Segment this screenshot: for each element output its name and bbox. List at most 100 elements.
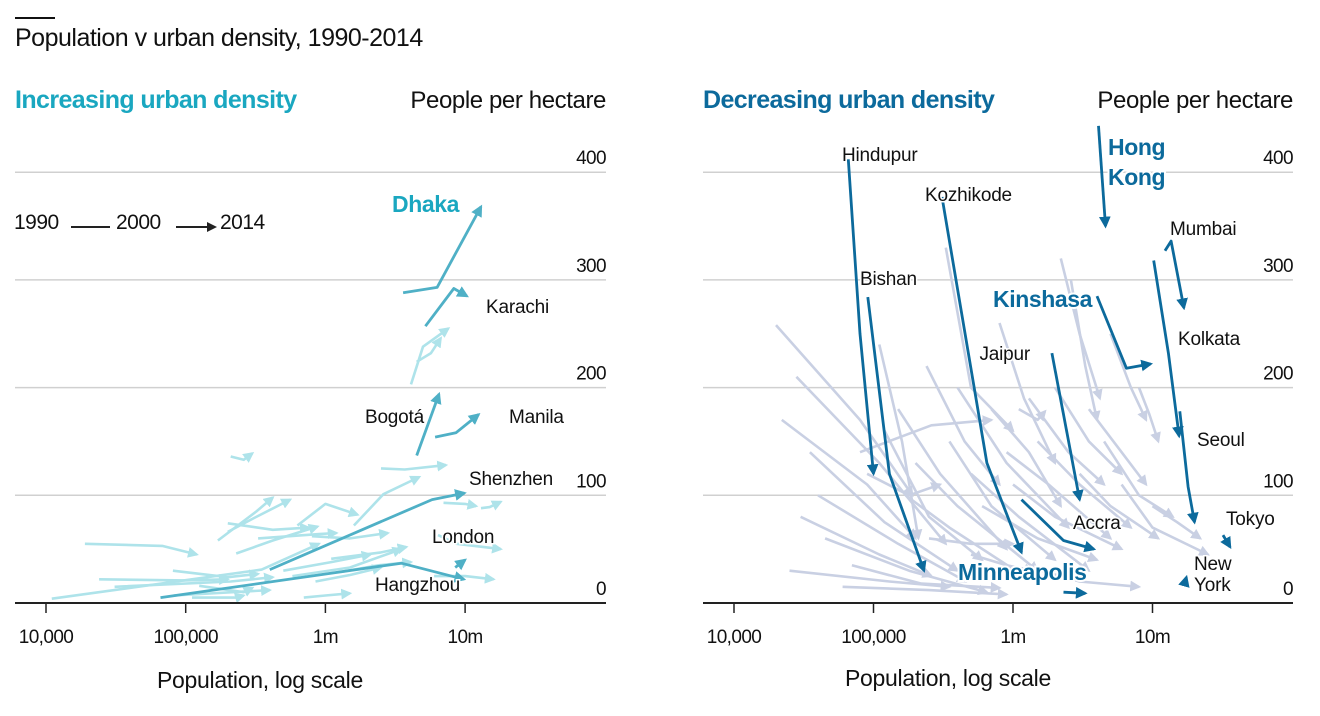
city-arrow-background: [998, 322, 1057, 465]
city-arrow-london: [454, 558, 467, 571]
city-arrow-background: [851, 564, 1002, 593]
left-panel-title: Increasing urban density: [15, 86, 297, 114]
city-label-kolkata: Kolkata: [1178, 329, 1241, 350]
city-arrow-background: [292, 546, 404, 578]
city-arrow-background: [1078, 472, 1161, 540]
city-label-london: London: [432, 527, 494, 548]
y-tick-label: 0: [1283, 579, 1293, 600]
city-arrow-background: [303, 588, 353, 600]
city-arrow-background: [331, 543, 409, 561]
city-arrow-background: [809, 451, 960, 572]
city-label-jaipur: Jaipur: [979, 344, 1030, 365]
city-arrow-background: [1151, 505, 1203, 540]
city-arrow-background: [192, 592, 246, 604]
city-arrow-background: [842, 585, 1009, 600]
city-arrow-hong-kong: [1097, 125, 1111, 229]
x-tick-label: 10,000: [19, 627, 74, 648]
city-arrow-background: [1018, 407, 1047, 422]
city-arrow-background: [227, 522, 311, 534]
city-label-karachi: Karachi: [486, 297, 549, 318]
x-tick-label: 10,000: [707, 627, 762, 648]
city-arrow-background: [258, 528, 339, 540]
city-arrow-background: [352, 475, 422, 527]
left-x-axis-label: Population, log scale: [157, 667, 363, 693]
legend-year-2000: 2000: [116, 211, 161, 234]
title-rule: [15, 17, 55, 19]
city-arrow-background: [437, 533, 503, 554]
city-arrow-background: [948, 440, 1057, 562]
y-tick-label: 0: [596, 579, 606, 600]
city-arrow-seoul: [1178, 411, 1199, 525]
city-arrow-background: [480, 500, 503, 511]
city-arrow-background: [1109, 333, 1148, 422]
city-arrow-background: [1103, 440, 1175, 518]
city-arrow-background: [1036, 440, 1133, 530]
city-arrow-hangzhou: [160, 561, 467, 599]
city-arrow-background: [795, 375, 948, 546]
city-arrow-background: [1041, 569, 1142, 592]
city-arrow-background: [99, 574, 230, 585]
city-arrow-background: [311, 528, 391, 540]
left-plot: 0 100 200 300 400 10,000 100,000 1m 10m Dhaka Kara…: [15, 148, 607, 648]
city-arrow-background: [1120, 483, 1210, 556]
city-arrow-accra: [1020, 498, 1097, 553]
city-label-hindupur: Hindupur: [842, 145, 918, 166]
chart-title: Population v urban density, 1990-2014: [15, 24, 423, 52]
city-arrow-background: [883, 430, 984, 562]
city-arrow-background: [235, 523, 320, 555]
city-arrow-shenzhen: [269, 489, 467, 571]
city-arrow-background: [981, 504, 1100, 563]
city-arrow-background: [416, 336, 442, 363]
city-label-dhaka: Dhaka: [392, 191, 460, 217]
city-arrow-background: [296, 502, 360, 527]
y-tick-label: 400: [576, 148, 606, 169]
y-tick-label: 400: [1263, 148, 1293, 169]
city-arrow-background: [199, 584, 255, 597]
city-label-kinshasa: Kinshasa: [993, 286, 1093, 312]
city-label-minneapolis: Minneapolis: [958, 559, 1087, 585]
right-x-axis-label: Population, log scale: [845, 665, 1051, 691]
right-plot: 0 100 200 300 400 10,000 100,000 1m 10m Hindupur K…: [703, 125, 1294, 648]
city-label-seoul: Seoul: [1197, 430, 1245, 451]
city-arrow-background: [904, 494, 1026, 578]
y-tick-label: 200: [1263, 364, 1293, 385]
city-arrow-background: [1087, 408, 1148, 487]
city-arrow-new-york: [1178, 574, 1190, 588]
x-tick-label: 100,000: [841, 627, 906, 648]
city-label-shenzhen: Shenzhen: [469, 469, 553, 490]
city-arrow-background: [1137, 387, 1161, 444]
city-arrow-background: [1012, 483, 1124, 551]
city-arrow-dhaka: [402, 204, 483, 295]
y-tick-label: 300: [1263, 256, 1293, 277]
city-arrow-background: [380, 460, 449, 472]
city-label-accra: Accra: [1073, 513, 1121, 534]
city-label-manila: Manila: [509, 407, 564, 428]
city-arrow-background: [84, 542, 199, 558]
city-arrow-background: [878, 344, 923, 541]
city-arrow-background: [859, 415, 994, 454]
city-arrow-background: [230, 451, 255, 463]
right-panel-title: Decreasing urban density: [703, 86, 995, 114]
x-tick-label: 100,000: [153, 627, 218, 648]
city-arrow-background: [990, 408, 1062, 508]
city-arrow-background: [970, 553, 1036, 575]
city-arrow-background: [51, 542, 321, 600]
city-arrow-background: [443, 499, 479, 510]
city-arrow-background: [1005, 451, 1113, 540]
y-tick-label: 100: [576, 471, 606, 492]
city-arrow-background: [409, 327, 451, 385]
city-arrow-karachi: [424, 286, 469, 328]
city-arrow-background: [925, 365, 1001, 487]
city-arrow-background: [1069, 279, 1101, 423]
x-tick-label: 10m: [448, 627, 483, 648]
x-tick-label: 1m: [1000, 627, 1025, 648]
y-tick-label: 100: [1263, 471, 1293, 492]
city-arrow-background: [866, 472, 943, 497]
city-label-hong-kong: Hong Kong: [1108, 134, 1165, 190]
city-arrow-kinshasa: [1095, 295, 1154, 372]
left-y-axis-label: People per hectare: [410, 87, 606, 114]
city-arrow-background: [956, 386, 1071, 530]
city-arrow-background: [970, 472, 1091, 573]
city-label-bishan: Bishan: [860, 269, 917, 290]
